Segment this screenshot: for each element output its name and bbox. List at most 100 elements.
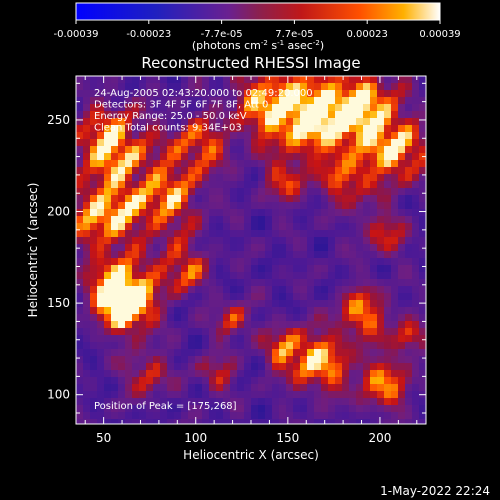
heatmap-cell [174, 272, 182, 280]
heatmap-cell [90, 118, 98, 126]
heatmap-cell [356, 153, 364, 161]
heatmap-cell [286, 335, 294, 343]
heatmap-cell [111, 223, 119, 231]
heatmap-cell [321, 132, 329, 140]
heatmap-cell [363, 83, 371, 91]
heatmap-cell [405, 153, 413, 161]
heatmap-cell [412, 391, 420, 399]
heatmap-cell [167, 104, 175, 112]
heatmap-cell [132, 314, 140, 322]
heatmap-cell [370, 223, 378, 231]
heatmap-cell [342, 363, 350, 371]
heatmap-cell [90, 356, 98, 364]
heatmap-cell [97, 272, 105, 280]
heatmap-cell [265, 363, 273, 371]
heatmap-cell [97, 160, 105, 168]
heatmap-cell [279, 405, 287, 413]
heatmap-cell [167, 195, 175, 203]
heatmap-cell [286, 363, 294, 371]
heatmap-cell [223, 314, 231, 322]
heatmap-cell [307, 195, 315, 203]
heatmap-cell [209, 412, 217, 420]
heatmap-cell [153, 314, 161, 322]
heatmap-cell [216, 293, 224, 301]
heatmap-cell [104, 265, 112, 273]
heatmap-cell [251, 349, 259, 357]
heatmap-cell [384, 174, 392, 182]
heatmap-cell [384, 230, 392, 238]
heatmap-cell [384, 118, 392, 126]
heatmap-cell [209, 230, 217, 238]
heatmap-cell [237, 237, 245, 245]
heatmap-cell [132, 111, 140, 119]
heatmap-cell [118, 188, 126, 196]
heatmap-cell [251, 111, 259, 119]
heatmap-cell [146, 223, 154, 231]
heatmap-cell [419, 83, 426, 91]
y-tick-label: 250 [47, 113, 70, 127]
heatmap-cell [167, 153, 175, 161]
heatmap-cell [398, 321, 406, 329]
heatmap-cell [349, 398, 357, 406]
heatmap-cell [174, 244, 182, 252]
heatmap-cell [153, 384, 161, 392]
heatmap-cell [118, 83, 126, 91]
heatmap-cell [160, 398, 168, 406]
heatmap-cell [209, 104, 217, 112]
heatmap-cell [391, 419, 399, 424]
heatmap-cell [251, 363, 259, 371]
heatmap-cell [230, 132, 238, 140]
heatmap-cell [335, 230, 343, 238]
heatmap-cell [237, 111, 245, 119]
heatmap-cell [321, 384, 329, 392]
heatmap-cell [237, 132, 245, 140]
heatmap-cell [314, 230, 322, 238]
heatmap-cell [412, 104, 420, 112]
heatmap-cell [293, 419, 301, 424]
heatmap-cell [363, 223, 371, 231]
heatmap-cell [153, 195, 161, 203]
heatmap-cell [132, 118, 140, 126]
heatmap-cell [265, 321, 273, 329]
heatmap-cell [321, 307, 329, 315]
heatmap-cell [293, 188, 301, 196]
heatmap-cell [76, 272, 84, 280]
heatmap-cell [244, 90, 252, 98]
heatmap-cell [398, 202, 406, 210]
heatmap-cell [230, 244, 238, 252]
heatmap-cell [132, 398, 140, 406]
heatmap-cell [146, 125, 154, 133]
heatmap-cell [174, 328, 182, 336]
heatmap-cell [244, 300, 252, 308]
heatmap-cell [314, 111, 322, 119]
heatmap-cell [76, 384, 84, 392]
heatmap-cell [356, 146, 364, 154]
heatmap-cell [76, 90, 84, 98]
heatmap-cell [83, 195, 91, 203]
heatmap-cell [188, 230, 196, 238]
heatmap-cell [139, 328, 147, 336]
heatmap-cell [391, 125, 399, 133]
heatmap-cell [258, 230, 266, 238]
heatmap-cell [160, 160, 168, 168]
colorbar-unit: (photons cm-2 s-1 asec-2) [192, 39, 324, 52]
heatmap-cell [216, 412, 224, 420]
heatmap-cell [181, 405, 189, 413]
heatmap-cell [251, 391, 259, 399]
heatmap-cell [335, 363, 343, 371]
heatmap-cell [181, 146, 189, 154]
heatmap-cell [349, 349, 357, 357]
heatmap-cell [251, 314, 259, 322]
heatmap-cell [314, 258, 322, 266]
heatmap-cell [342, 83, 350, 91]
heatmap-cell [300, 258, 308, 266]
heatmap-cell [363, 111, 371, 119]
heatmap-cell [237, 202, 245, 210]
heatmap-cell [314, 188, 322, 196]
heatmap-cell [398, 398, 406, 406]
heatmap-cell [412, 293, 420, 301]
heatmap-cell [405, 307, 413, 315]
heatmap-cell [153, 293, 161, 301]
heatmap-cell [237, 244, 245, 252]
heatmap-cell [160, 265, 168, 273]
